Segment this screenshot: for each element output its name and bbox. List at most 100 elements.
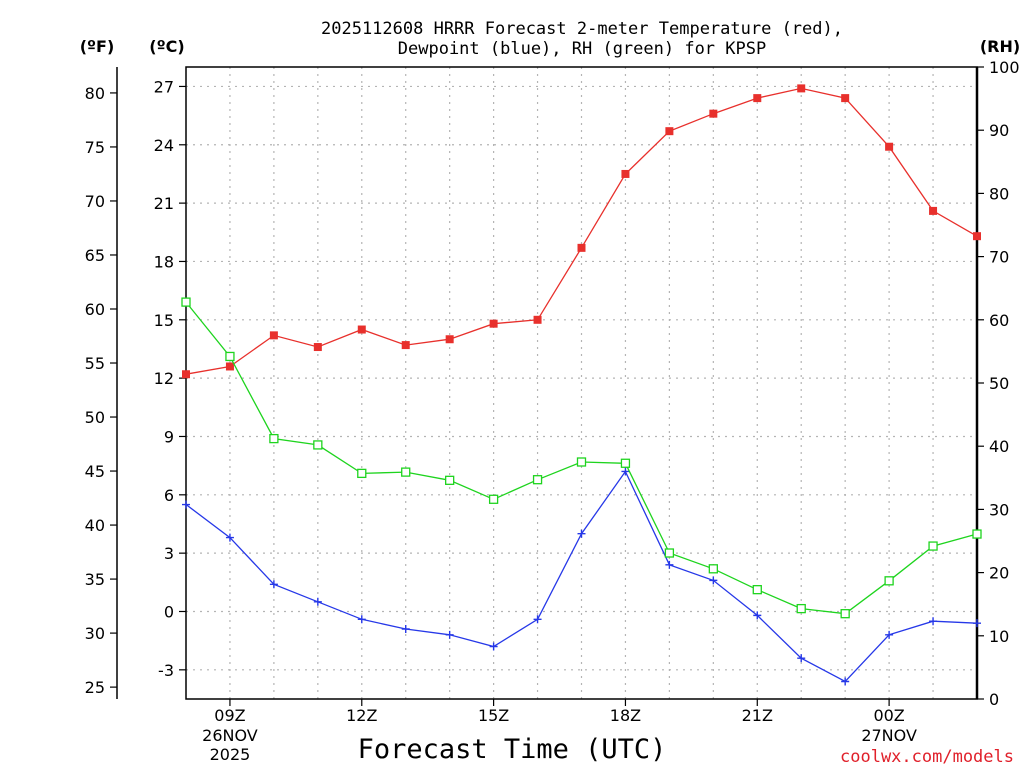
temperature-point bbox=[797, 84, 806, 93]
dewpoint-point bbox=[269, 580, 278, 589]
dewpoint-point bbox=[929, 617, 938, 626]
chart-title-line2: Dewpoint (blue), RH (green) for KPSP bbox=[398, 39, 766, 59]
temperature-point bbox=[401, 341, 410, 350]
celsius-tick-label: 3 bbox=[164, 544, 174, 563]
x-tick-label: 12Z bbox=[346, 706, 377, 725]
fahrenheit-tick-label: 50 bbox=[85, 408, 105, 427]
rh-point bbox=[532, 475, 543, 485]
rh-point bbox=[664, 548, 675, 558]
chart-title-line1: 2025112608 HRRR Forecast 2-meter Tempera… bbox=[321, 19, 843, 39]
fahrenheit-tick-label: 45 bbox=[85, 462, 105, 481]
temperature-point bbox=[182, 370, 190, 379]
dewpoint-point bbox=[621, 467, 630, 476]
dewpoint-point bbox=[313, 597, 322, 606]
x-tick-label: 09Z bbox=[214, 706, 245, 725]
x-tick-date: 27NOV bbox=[861, 726, 917, 745]
celsius-tick-label: 27 bbox=[154, 77, 174, 96]
fahrenheit-tick-label: 55 bbox=[85, 354, 105, 373]
dewpoint-point bbox=[225, 533, 234, 542]
temperature-point bbox=[489, 319, 498, 328]
fahrenheit-tick-label: 35 bbox=[85, 570, 105, 589]
rh-unit-label: (RH) bbox=[980, 37, 1020, 56]
x-tick-label: 21Z bbox=[742, 706, 773, 725]
fahrenheit-tick-label: 75 bbox=[85, 138, 105, 157]
rh-point bbox=[269, 433, 279, 444]
temperature-point bbox=[621, 169, 630, 178]
rh-tick-label: 100 bbox=[989, 58, 1020, 77]
temperature-point bbox=[841, 94, 850, 103]
rh-tick-label: 30 bbox=[989, 500, 1009, 519]
rh-point bbox=[708, 564, 718, 574]
celsius-tick-label: -3 bbox=[158, 661, 174, 680]
rh-point bbox=[796, 603, 806, 614]
celsius-tick-label: 24 bbox=[154, 136, 174, 155]
dewpoint-point bbox=[885, 630, 894, 639]
temperature-point bbox=[269, 331, 278, 340]
x-tick-label: 18Z bbox=[610, 706, 641, 725]
dewpoint-point bbox=[401, 624, 410, 633]
rh-tick-label: 20 bbox=[989, 564, 1009, 583]
rh-tick-label: 0 bbox=[989, 690, 999, 709]
dewpoint-point bbox=[709, 576, 718, 585]
rh-tick-label: 50 bbox=[989, 374, 1009, 393]
dewpoint-point bbox=[753, 611, 762, 620]
temperature-point bbox=[665, 127, 674, 136]
tick-labels: -3 0 3 6 9 12 15 18 21 24 27 25 30 35 40 45 50 55 60 65 70 75… bbox=[85, 58, 1020, 764]
rh-point bbox=[181, 297, 191, 307]
rh-point bbox=[884, 576, 894, 586]
credit-label: coolwx.com/models bbox=[840, 747, 1014, 767]
rh-point bbox=[752, 585, 762, 595]
x-tick-label: 00Z bbox=[873, 706, 904, 725]
fahrenheit-tick-label: 60 bbox=[85, 300, 105, 319]
dewpoint-point bbox=[973, 619, 981, 628]
temperature-point bbox=[533, 315, 542, 324]
fahrenheit-unit-label: (ºF) bbox=[80, 37, 115, 56]
dewpoint-point bbox=[665, 560, 674, 569]
gridlines bbox=[186, 67, 977, 699]
temperature-point bbox=[753, 94, 762, 103]
rh-tick-label: 90 bbox=[989, 121, 1009, 140]
series-rh bbox=[181, 297, 982, 619]
fahrenheit-tick-label: 70 bbox=[85, 192, 105, 211]
rh-tick-label: 70 bbox=[989, 248, 1009, 267]
rh-tick-label: 10 bbox=[989, 627, 1009, 646]
celsius-tick-label: 12 bbox=[154, 369, 174, 388]
temperature-point bbox=[709, 109, 718, 118]
temperature-point bbox=[357, 325, 366, 334]
temperature-point bbox=[885, 142, 894, 151]
rh-point bbox=[488, 494, 499, 504]
dewpoint-point bbox=[577, 529, 586, 538]
data-series bbox=[181, 84, 982, 686]
temperature-point bbox=[929, 206, 938, 215]
rh-tick-label: 40 bbox=[989, 437, 1009, 456]
temperature-point bbox=[225, 362, 234, 371]
rh-point bbox=[576, 457, 587, 467]
celsius-tick-label: 21 bbox=[154, 194, 174, 213]
fahrenheit-tick-label: 65 bbox=[85, 246, 105, 265]
rh-point bbox=[225, 351, 235, 362]
rh-point bbox=[840, 609, 850, 619]
rh-point bbox=[928, 541, 938, 551]
celsius-tick-label: 18 bbox=[154, 252, 174, 271]
dewpoint-point bbox=[489, 642, 498, 651]
x-tick-label: 15Z bbox=[478, 706, 509, 725]
dewpoint-point bbox=[445, 630, 454, 639]
rh-tick-label: 80 bbox=[989, 184, 1009, 203]
x-axis-title: Forecast Time (UTC) bbox=[358, 734, 667, 765]
rh-point bbox=[445, 475, 455, 485]
temperature-point bbox=[445, 335, 454, 344]
fahrenheit-tick-label: 80 bbox=[85, 84, 105, 103]
fahrenheit-tick-label: 30 bbox=[85, 624, 105, 643]
fahrenheit-tick-label: 25 bbox=[85, 678, 105, 697]
dewpoint-point bbox=[797, 654, 806, 663]
celsius-unit-label: (ºC) bbox=[149, 37, 184, 56]
celsius-tick-label: 15 bbox=[154, 311, 174, 330]
rh-point bbox=[357, 468, 367, 479]
series-temperature bbox=[182, 84, 981, 379]
temperature-point bbox=[973, 232, 981, 241]
temperature-point bbox=[313, 343, 322, 352]
temperature-point bbox=[577, 243, 586, 252]
rh-tick-label: 60 bbox=[989, 311, 1009, 330]
rh-point bbox=[620, 458, 631, 468]
